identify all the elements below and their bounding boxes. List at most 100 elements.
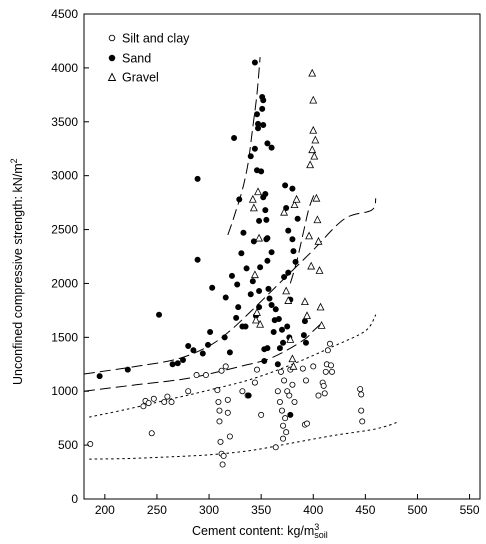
point-gravel (315, 266, 324, 274)
point-sand (226, 349, 233, 356)
point-sand (292, 258, 299, 265)
point-sand (285, 269, 292, 276)
point-gravel (248, 194, 257, 203)
point-sand (251, 145, 258, 152)
point-silt-and-clay (219, 461, 226, 468)
point-sand (245, 392, 252, 399)
point-silt-and-clay (304, 420, 311, 427)
point-silt-and-clay (216, 407, 223, 414)
point-sand (253, 111, 260, 118)
point-gravel (255, 233, 264, 242)
legend-marker-silt-and-clay (108, 34, 116, 42)
point-silt-and-clay (357, 386, 364, 393)
point-gravel (249, 203, 258, 212)
point-silt-and-clay (329, 368, 336, 375)
point-silt-and-clay (286, 392, 293, 399)
point-sand (231, 134, 238, 141)
trend-curve-long-dash (83, 320, 325, 392)
x-tick-label: 500 (407, 503, 427, 517)
point-sand (268, 249, 275, 256)
point-sand (278, 326, 285, 333)
point-silt-and-clay (193, 372, 200, 379)
point-sand (281, 273, 288, 280)
point-sand (233, 314, 240, 321)
point-silt-and-clay (258, 411, 265, 418)
point-silt-and-clay (299, 365, 306, 372)
legend-marker-gravel (107, 72, 117, 81)
point-sand (264, 257, 271, 264)
point-silt-and-clay (226, 433, 233, 440)
point-sand (275, 316, 282, 323)
point-silt-and-clay (239, 388, 246, 395)
point-sand (242, 323, 249, 330)
point-sand (190, 347, 197, 354)
point-sand (289, 236, 296, 243)
point-silt-and-clay (168, 398, 175, 405)
y-tick-label: 4000 (51, 61, 78, 75)
point-sand (264, 235, 271, 242)
point-silt-and-clay (327, 362, 334, 369)
point-gravel (312, 193, 321, 202)
point-silt-and-clay (358, 391, 365, 398)
point-silt-and-clay (276, 398, 283, 405)
trend-curve-long-dash (227, 57, 261, 236)
point-silt-and-clay (326, 340, 333, 347)
point-silt-and-clay (217, 438, 224, 445)
point-gravel (314, 236, 323, 245)
point-silt-and-clay (280, 435, 287, 442)
point-silt-and-clay (358, 407, 365, 414)
point-sand (247, 291, 254, 298)
point-gravel (282, 286, 291, 295)
point-sand (207, 328, 214, 335)
point-sand (264, 140, 271, 147)
point-sand (256, 304, 263, 311)
point-sand (266, 295, 273, 302)
point-sand (270, 328, 277, 335)
y-tick-label: 0 (71, 492, 78, 506)
point-silt-and-clay (214, 387, 221, 394)
point-silt-and-clay (224, 396, 231, 403)
point-sand (290, 248, 297, 255)
point-sand (272, 306, 279, 313)
point-sand (255, 120, 262, 127)
point-sand (260, 122, 267, 129)
point-gravel (305, 231, 314, 240)
point-sand (260, 97, 267, 104)
point-sand (179, 356, 186, 363)
point-sand (222, 294, 229, 301)
point-sand (268, 301, 275, 308)
point-sand (301, 318, 308, 325)
x-tick-label: 300 (199, 503, 219, 517)
point-gravel (317, 320, 326, 329)
point-sand (257, 264, 264, 271)
point-sand (262, 207, 269, 214)
point-silt-and-clay (291, 398, 298, 405)
point-sand (302, 339, 309, 346)
point-sand (96, 373, 103, 380)
point-sand (282, 182, 289, 189)
x-tick-label: 400 (303, 503, 323, 517)
point-silt-and-clay (272, 444, 279, 451)
point-sand (228, 272, 235, 279)
point-gravel (284, 296, 293, 304)
point-sand (259, 105, 266, 112)
point-gravel (280, 207, 289, 216)
point-silt-and-clay (322, 368, 329, 375)
point-sand (263, 216, 270, 223)
point-sand (280, 339, 287, 346)
point-sand (262, 190, 269, 197)
point-gravel (316, 302, 325, 311)
point-gravel (313, 215, 322, 224)
point-sand (285, 227, 292, 234)
trend-curve-short-dash (89, 422, 397, 460)
point-sand (294, 215, 301, 222)
point-gravel (292, 194, 301, 203)
y-axis-title-text: Unconfined compressive strength: kN/m (11, 163, 25, 385)
point-silt-and-clay (185, 388, 192, 395)
point-gravel (290, 200, 299, 209)
point-sand (185, 342, 192, 349)
point-silt-and-clay (280, 422, 287, 429)
point-silt-and-clay (277, 368, 284, 375)
point-sand (256, 217, 263, 224)
point-silt-and-clay (145, 400, 152, 407)
